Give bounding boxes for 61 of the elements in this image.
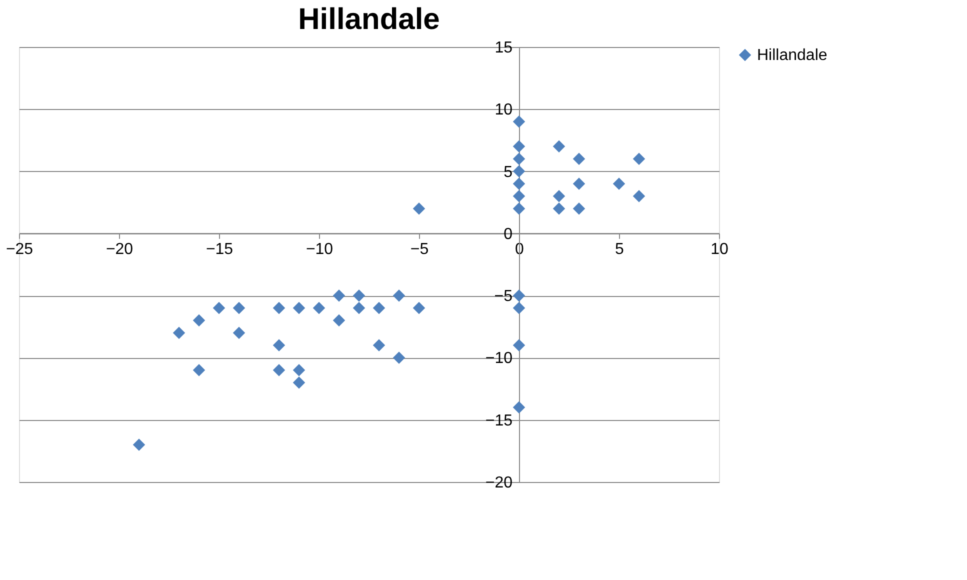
point	[512, 152, 526, 165]
point	[232, 326, 246, 339]
point	[412, 302, 426, 314]
point	[192, 314, 206, 327]
point	[512, 140, 526, 153]
point	[512, 115, 526, 128]
point	[312, 302, 326, 314]
point	[272, 339, 286, 352]
y-tick-label: 15	[494, 40, 513, 56]
point	[132, 438, 146, 451]
point	[292, 376, 306, 389]
point	[512, 178, 526, 190]
y-tick-label: −20	[485, 474, 513, 492]
point	[412, 202, 426, 215]
x-tick-label: −25	[6, 240, 34, 258]
point	[512, 302, 526, 314]
point	[572, 178, 586, 190]
point	[572, 152, 586, 165]
point	[352, 302, 366, 314]
y-tick-label: −5	[494, 288, 513, 306]
y-tick-label: −15	[485, 412, 513, 430]
y-tick-label: 0	[504, 226, 513, 243]
point	[512, 202, 526, 215]
point	[392, 352, 406, 364]
point	[172, 326, 186, 339]
point	[332, 314, 346, 327]
point	[272, 364, 286, 376]
point	[632, 190, 646, 202]
legend-label: Hillandale	[757, 47, 828, 64]
point	[552, 190, 566, 202]
point	[612, 178, 626, 190]
point	[232, 302, 246, 314]
point	[352, 289, 366, 302]
x-tick-label: −20	[106, 240, 134, 258]
point	[552, 202, 566, 215]
point	[192, 364, 206, 376]
x-tick-label: 10	[710, 240, 728, 258]
x-tick-label: −5	[410, 240, 429, 258]
point	[292, 302, 306, 314]
y-tick-label: 10	[494, 102, 513, 119]
point	[512, 190, 526, 202]
point	[512, 339, 526, 352]
x-tick-label: −15	[206, 240, 234, 258]
point	[552, 140, 566, 153]
x-tick-label: 5	[615, 240, 624, 258]
point	[272, 302, 286, 314]
point	[512, 289, 526, 302]
point	[392, 289, 406, 302]
point	[632, 152, 646, 165]
point	[212, 302, 226, 314]
point	[512, 165, 526, 178]
x-tick-label: −10	[306, 240, 334, 258]
chart-title: Hillandale	[298, 3, 440, 36]
point	[292, 364, 306, 376]
y-tick-label: −10	[485, 350, 513, 368]
point	[372, 302, 386, 314]
point	[512, 401, 526, 414]
y-tick-label: 5	[504, 164, 513, 181]
point	[332, 289, 346, 302]
point	[572, 202, 586, 215]
point	[372, 339, 386, 352]
